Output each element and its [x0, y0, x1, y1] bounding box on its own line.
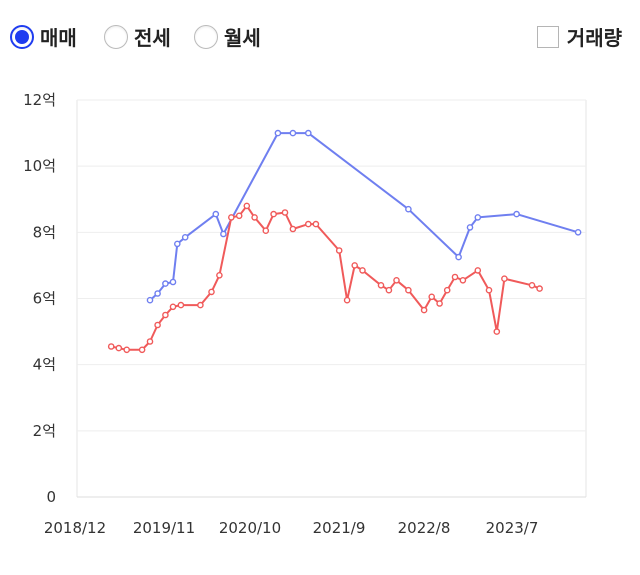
data-point	[436, 300, 443, 307]
data-point	[304, 129, 312, 137]
data-point	[169, 303, 177, 311]
radio-jeonse-label: 전세	[134, 26, 171, 50]
data-point	[177, 301, 185, 309]
volume-checkbox-label: 거래량	[566, 26, 622, 50]
volume-checkbox-box	[536, 25, 559, 48]
data-point	[169, 278, 177, 286]
x-tick-label: 2020/10	[219, 519, 281, 537]
data-point	[359, 267, 366, 274]
data-point	[162, 311, 169, 319]
transaction-type-controls: 매매 전세 월세 거래량	[10, 22, 622, 56]
data-point	[235, 212, 243, 220]
x-tick-label: 2018/12	[44, 519, 106, 537]
data-point	[212, 210, 220, 218]
data-point	[343, 296, 351, 304]
y-tick-label: 4억	[33, 356, 56, 374]
data-point	[173, 240, 181, 248]
data-point	[289, 225, 297, 233]
data-point	[227, 214, 235, 221]
x-tick-label: 2021/9	[313, 519, 366, 537]
data-point	[536, 285, 543, 292]
data-point	[574, 228, 582, 236]
y-tick-label: 12억	[23, 91, 56, 109]
data-point	[262, 227, 270, 234]
data-point	[154, 321, 161, 329]
chart-grid	[76, 99, 587, 498]
radio-jeonse-indicator	[104, 24, 128, 49]
x-axis-ticks: 2018/12 2019/11 2020/10 2021/9 2022/8 2023/7	[44, 519, 539, 537]
data-point	[393, 276, 400, 284]
data-point	[197, 301, 204, 309]
data-point	[208, 288, 215, 296]
data-point	[455, 253, 462, 261]
radio-monthly-rent-indicator	[194, 24, 218, 49]
data-point	[270, 210, 277, 218]
y-tick-label: 6억	[33, 290, 56, 308]
data-point	[474, 214, 482, 221]
data-point	[420, 306, 428, 314]
data-point	[335, 247, 343, 254]
data-point	[474, 267, 482, 274]
data-point	[181, 233, 189, 241]
data-point	[146, 296, 154, 304]
data-point	[351, 262, 359, 269]
x-tick-label: 2019/11	[133, 519, 195, 537]
data-point	[107, 343, 115, 350]
data-point	[428, 293, 436, 301]
data-point	[274, 129, 282, 137]
radio-monthly-rent-label: 월세	[224, 26, 261, 50]
data-point	[377, 281, 385, 289]
y-tick-label: 2억	[33, 422, 56, 440]
chart-series	[107, 129, 582, 354]
data-point	[493, 328, 501, 335]
data-point	[528, 281, 536, 289]
radio-sale-indicator	[10, 24, 34, 49]
data-point	[466, 224, 474, 231]
data-point	[485, 286, 493, 294]
data-point	[289, 129, 297, 137]
data-point	[216, 271, 223, 279]
y-tick-label: 8억	[33, 223, 56, 241]
data-point	[451, 273, 459, 281]
data-point	[405, 286, 412, 294]
data-point	[459, 276, 467, 284]
data-point	[501, 275, 508, 283]
y-axis-ticks: 0 2억 4억 6억 8억 10억 12억	[23, 91, 56, 506]
radio-sale-label: 매매	[40, 26, 77, 50]
data-point	[146, 338, 154, 345]
x-tick-label: 2023/7	[486, 519, 539, 537]
data-point	[115, 344, 123, 352]
data-point	[385, 286, 393, 294]
data-point	[405, 205, 412, 213]
y-tick-label: 0	[46, 488, 56, 506]
data-point	[281, 209, 289, 216]
radio-monthly-rent[interactable]: 월세	[194, 22, 261, 51]
data-point	[138, 346, 146, 354]
data-point	[443, 286, 451, 294]
y-tick-label: 10억	[23, 157, 56, 175]
volume-checkbox[interactable]: 거래량	[536, 22, 622, 51]
x-tick-label: 2022/8	[398, 519, 451, 537]
radio-sale[interactable]: 매매	[10, 22, 77, 51]
data-point	[251, 214, 258, 221]
data-point	[312, 220, 320, 228]
data-point	[304, 220, 312, 228]
radio-jeonse[interactable]: 전세	[104, 22, 171, 51]
data-point	[162, 280, 169, 287]
data-point	[154, 290, 161, 297]
data-point	[220, 230, 227, 238]
data-point	[243, 202, 251, 210]
data-point	[123, 346, 130, 354]
data-point	[513, 210, 520, 218]
series-line-1	[110, 204, 540, 351]
